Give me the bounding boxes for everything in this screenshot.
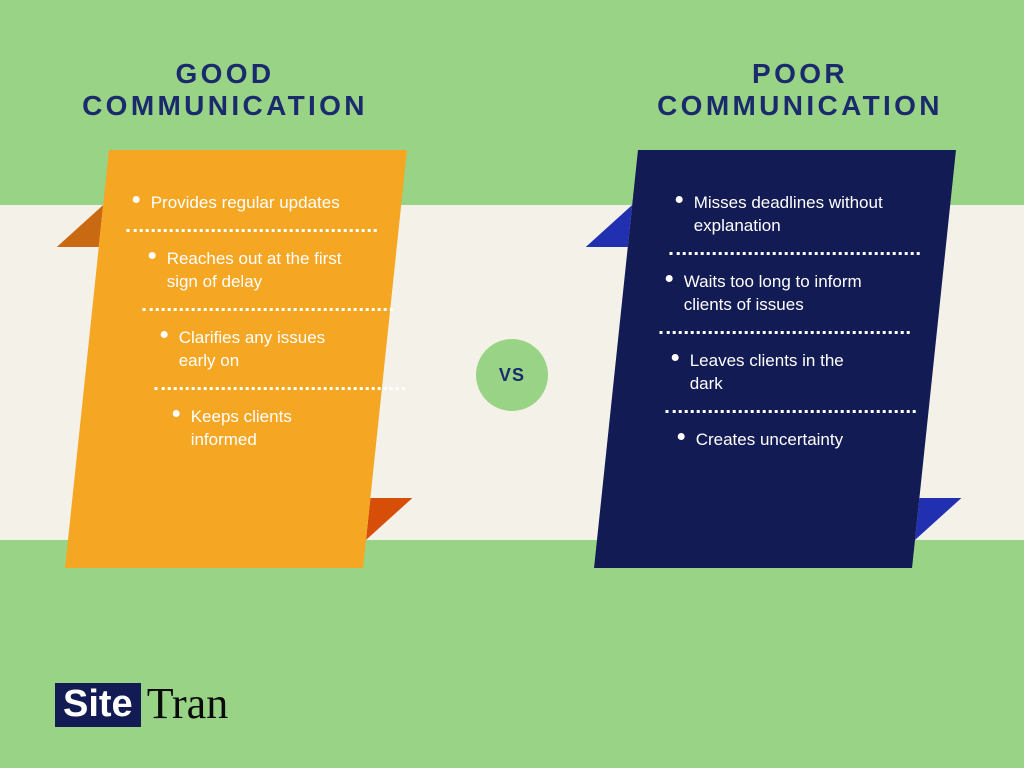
list-item-text: Waits too long to inform clients of issu… bbox=[684, 271, 910, 317]
list-item: Creates uncertainty bbox=[642, 423, 910, 462]
poor-items: Misses deadlines without explanation Wait… bbox=[642, 186, 910, 462]
panel-good-card: Provides regular updates Reaches out at t… bbox=[65, 150, 407, 568]
heading-good-line1: GOOD bbox=[45, 58, 405, 90]
heading-poor-line1: POOR bbox=[620, 58, 980, 90]
list-item-text: Keeps clients informed bbox=[191, 406, 341, 452]
list-item-text: Misses deadlines without explanation bbox=[694, 192, 910, 238]
fold-icon bbox=[586, 205, 632, 247]
heading-good-line2: COMMUNICATION bbox=[45, 90, 405, 122]
list-item-text: Clarifies any issues early on bbox=[179, 327, 359, 373]
brand-logo: Site Tran bbox=[55, 680, 228, 727]
bullet-icon bbox=[161, 331, 168, 338]
infographic-stage: GOOD COMMUNICATION POOR COMMUNICATION Pr… bbox=[0, 0, 1024, 768]
list-item-text: Reaches out at the first sign of delay bbox=[167, 248, 361, 294]
list-item: Leaves clients in the dark bbox=[642, 344, 910, 406]
fold-icon bbox=[57, 205, 103, 247]
bullet-icon bbox=[678, 433, 685, 440]
dotted-divider bbox=[660, 331, 910, 334]
bullet-icon bbox=[666, 275, 673, 282]
logo-script: Tran bbox=[147, 682, 229, 726]
heading-poor: POOR COMMUNICATION bbox=[620, 58, 980, 122]
bullet-icon bbox=[173, 410, 180, 417]
list-item: Misses deadlines without explanation bbox=[642, 186, 910, 248]
panel-poor-card: Misses deadlines without explanation Wait… bbox=[594, 150, 956, 568]
dotted-divider bbox=[143, 308, 393, 311]
bullet-icon bbox=[133, 196, 140, 203]
dotted-divider bbox=[155, 387, 405, 390]
vs-label: VS bbox=[499, 365, 525, 386]
heading-good: GOOD COMMUNICATION bbox=[45, 58, 405, 122]
list-item-text: Creates uncertainty bbox=[696, 429, 910, 452]
list-item: Provides regular updates bbox=[113, 186, 361, 225]
list-item-text: Leaves clients in the dark bbox=[690, 350, 860, 396]
logo-box: Site bbox=[55, 683, 141, 727]
panel-poor: Misses deadlines without explanation Wait… bbox=[594, 150, 956, 568]
list-item: Keeps clients informed bbox=[113, 400, 361, 462]
list-item-text: Provides regular updates bbox=[151, 192, 351, 215]
bullet-icon bbox=[676, 196, 683, 203]
vs-badge: VS bbox=[476, 339, 548, 411]
list-item: Waits too long to inform clients of issu… bbox=[642, 265, 910, 327]
list-item: Clarifies any issues early on bbox=[113, 321, 361, 383]
dotted-divider bbox=[127, 229, 377, 232]
dotted-divider bbox=[666, 410, 916, 413]
panel-good: Provides regular updates Reaches out at t… bbox=[65, 150, 407, 568]
fold-icon bbox=[366, 498, 412, 540]
dotted-divider bbox=[670, 252, 920, 255]
bullet-icon bbox=[672, 354, 679, 361]
fold-icon bbox=[915, 498, 961, 540]
bullet-icon bbox=[149, 252, 156, 259]
heading-poor-line2: COMMUNICATION bbox=[620, 90, 980, 122]
good-items: Provides regular updates Reaches out at t… bbox=[113, 186, 361, 462]
list-item: Reaches out at the first sign of delay bbox=[113, 242, 361, 304]
